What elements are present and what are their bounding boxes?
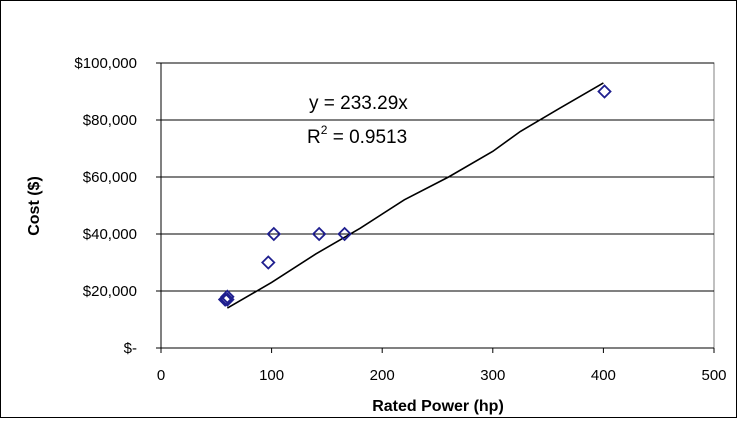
x-tick-label: 500	[701, 367, 726, 384]
x-tick-label: 200	[370, 367, 395, 384]
axes	[156, 62, 715, 353]
trendline-equation: y = 233.29x	[309, 93, 408, 114]
y-tick-label: $80,000	[83, 112, 137, 129]
r-squared-superscript: 2	[321, 123, 328, 137]
x-tick-label: 300	[480, 367, 505, 384]
data-point-diamond	[597, 84, 612, 99]
x-axis-title: Rated Power (hp)	[372, 398, 504, 415]
x-tick-label: 100	[259, 367, 284, 384]
x-tick-label: 400	[591, 367, 616, 384]
data-point-diamond	[261, 255, 276, 270]
trendline	[226, 82, 604, 309]
y-tick-label: $40,000	[83, 226, 137, 243]
y-tick-label: $-	[124, 340, 137, 357]
y-tick-label: $20,000	[83, 283, 137, 300]
r-squared-value: = 0.9513	[327, 127, 407, 148]
data-point-diamond	[337, 226, 352, 242]
r-squared-prefix: R	[307, 127, 321, 148]
y-tick-labels: $- $20,000 $40,000 $60,000 $80,000 $100,000	[74, 55, 137, 357]
data-point-diamond	[266, 226, 282, 242]
y-tick-label: $60,000	[83, 169, 137, 186]
x-tick-labels: 0 100 200 300 400 500	[157, 367, 727, 384]
data-points	[217, 84, 612, 307]
r-squared-label: R2 = 0.9513	[307, 123, 407, 148]
data-point-diamond	[220, 289, 235, 304]
trendline-path	[226, 82, 604, 309]
grid-lines	[161, 62, 714, 292]
y-axis-title: Cost ($)	[26, 176, 43, 236]
plot-area	[160, 62, 715, 349]
data-point-diamond	[220, 292, 235, 307]
x-tick-label: 0	[157, 367, 165, 384]
y-tick-label: $100,000	[74, 55, 137, 72]
data-point-diamond	[311, 226, 327, 242]
